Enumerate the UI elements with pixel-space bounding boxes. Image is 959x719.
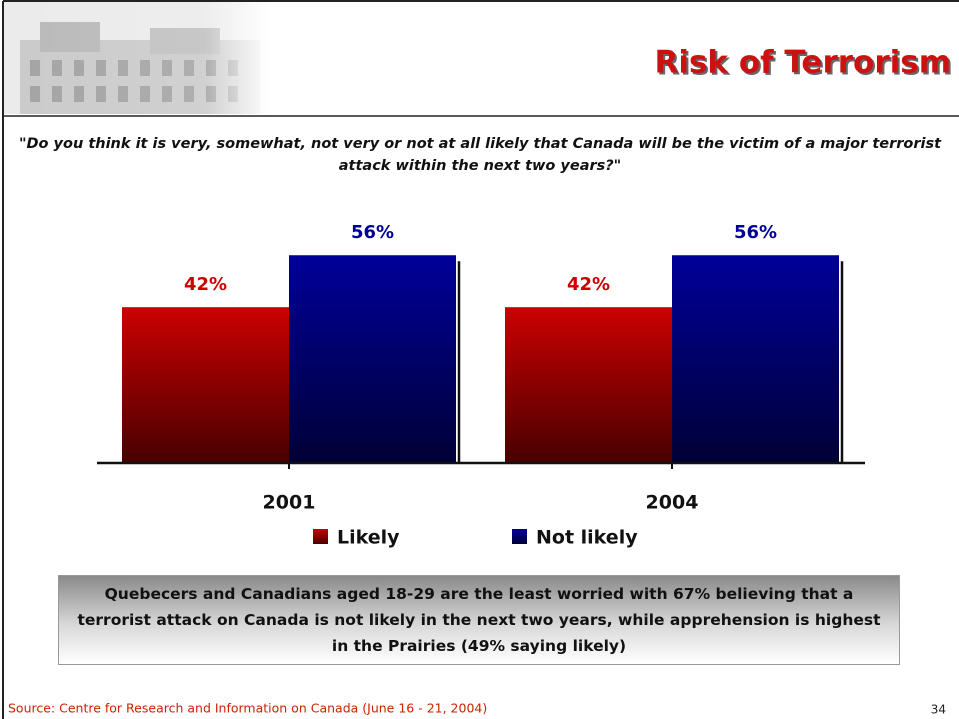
- x-tick-label: 2001: [263, 492, 316, 514]
- question: "Do you think it is very, somewhat, not …: [18, 136, 942, 174]
- bar: [289, 255, 456, 463]
- bar: [505, 307, 672, 463]
- legend-swatch: [313, 529, 328, 544]
- page-number: 34: [931, 703, 946, 717]
- legend-swatch: [512, 529, 527, 544]
- bar: [122, 307, 289, 463]
- x-tick-label: 2004: [646, 492, 699, 514]
- legend-label: Not likely: [536, 527, 638, 549]
- value-label: 56%: [351, 222, 394, 243]
- annotation-box: Quebecers and Canadians aged 18-29 are t…: [58, 575, 900, 665]
- bar: [672, 255, 839, 463]
- header-image: [4, 2, 272, 114]
- value-label: 42%: [184, 274, 227, 295]
- annotation: Quebecers and Canadians aged 18-29 are t…: [77, 585, 881, 655]
- title-shadow: Risk of Terrorism: [656, 47, 953, 83]
- value-label: 42%: [567, 274, 610, 295]
- chart-title: Risk of Terrorism: [654, 45, 951, 81]
- value-label: 56%: [734, 222, 777, 243]
- source: Source: Centre for Research and Informat…: [8, 701, 487, 716]
- legend-label: Likely: [337, 527, 400, 549]
